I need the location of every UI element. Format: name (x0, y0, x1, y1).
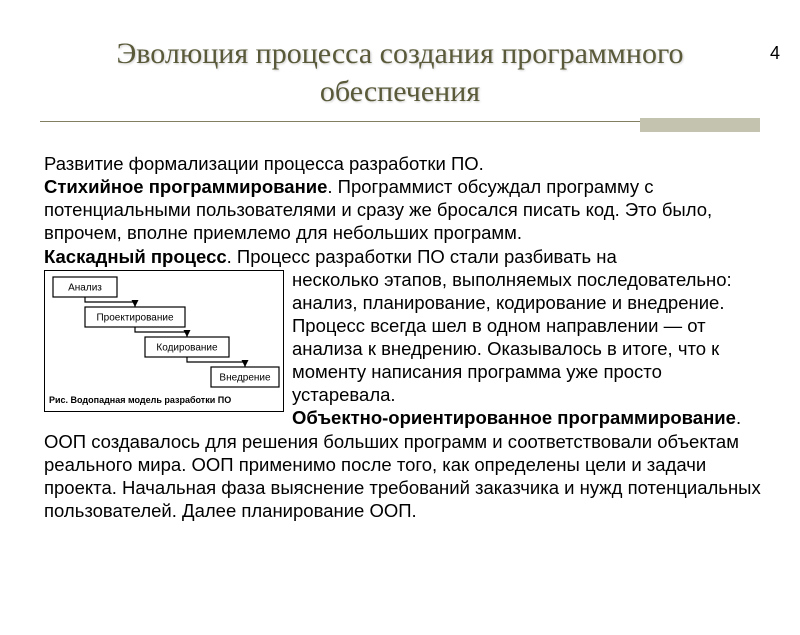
flow-edge-n3-n4 (187, 357, 245, 367)
body-text: Развитие формализации процесса разработк… (44, 152, 764, 522)
para-stihiynoe: Стихийное программирование. Программист … (44, 175, 764, 244)
para-cascade-lead: Каскадный процесс. Процесс разработки ПО… (44, 245, 764, 268)
text-cascade-lead: . Процесс разработки ПО стали разбивать … (227, 246, 617, 267)
para-oop: Объектно-ориентированное программировани… (44, 406, 764, 522)
para-intro: Развитие формализации процесса разработк… (44, 152, 764, 175)
bold-cascade: Каскадный процесс (44, 246, 227, 267)
flow-node-label-n1: Анализ (68, 282, 102, 293)
title-divider-row (0, 118, 800, 140)
flow-edge-n1-n2 (85, 297, 135, 307)
flow-node-label-n4: Внедрение (219, 372, 271, 383)
bold-oop: Объектно-ориентированное программировани… (292, 407, 736, 428)
page-number: 4 (770, 43, 780, 64)
flow-node-label-n2: Проектирование (96, 312, 174, 323)
waterfall-diagram: Анализ Проектирование Кодирование Внедрение… (44, 270, 284, 412)
accent-bar (640, 118, 760, 132)
flow-node-label-n3: Кодирование (156, 342, 218, 353)
bold-stihiynoe: Стихийное программирование (44, 176, 327, 197)
diagram-caption: Рис. Водопадная модель разработки ПО (49, 395, 231, 406)
page-title: Эволюция процесса создания программного … (40, 35, 760, 110)
flow-edge-n2-n3 (135, 327, 187, 337)
waterfall-svg: Анализ Проектирование Кодирование Внедрение (45, 271, 283, 411)
